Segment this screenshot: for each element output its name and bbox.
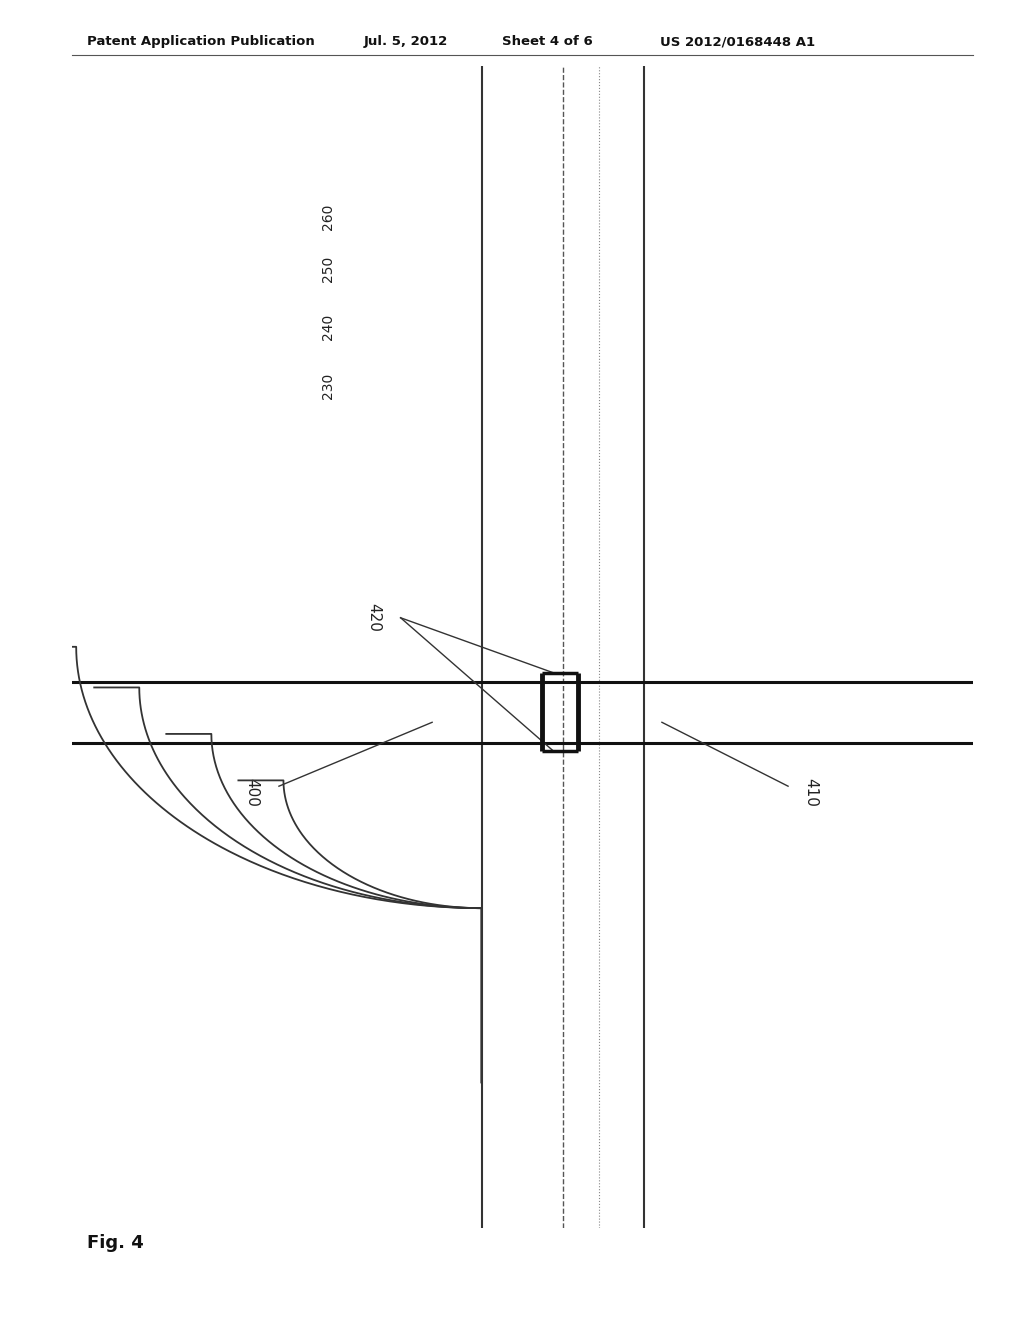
Text: 250: 250 [322,256,336,282]
Text: 420: 420 [366,603,381,632]
Text: 240: 240 [322,314,336,341]
Text: 410: 410 [803,777,818,807]
Text: US 2012/0168448 A1: US 2012/0168448 A1 [660,36,815,48]
Text: 230: 230 [322,372,336,399]
Text: Patent Application Publication: Patent Application Publication [87,36,314,48]
Text: 260: 260 [322,203,336,230]
Text: Jul. 5, 2012: Jul. 5, 2012 [364,36,447,48]
Text: Fig. 4: Fig. 4 [87,1234,143,1253]
Text: 400: 400 [245,777,259,807]
Text: Sheet 4 of 6: Sheet 4 of 6 [502,36,593,48]
